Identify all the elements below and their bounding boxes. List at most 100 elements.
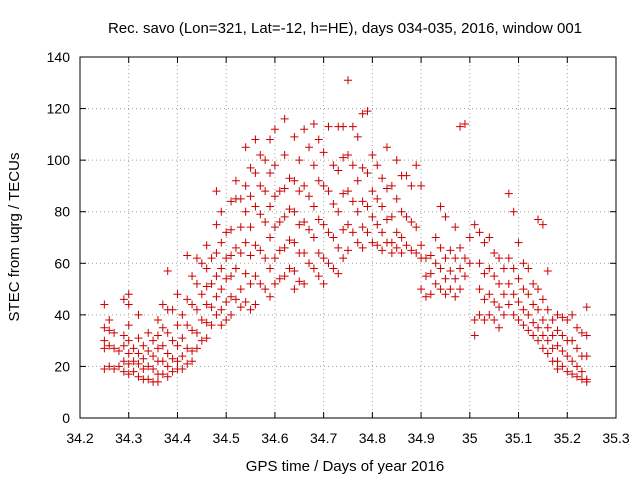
data-point (153, 331, 162, 340)
data-point (363, 228, 372, 237)
data-point (392, 156, 401, 165)
data-point (514, 316, 523, 325)
data-point (241, 143, 250, 152)
data-point (426, 269, 435, 278)
data-point (261, 254, 270, 263)
data-point (524, 290, 533, 299)
data-point (178, 334, 187, 343)
data-point (295, 277, 304, 286)
data-point (290, 267, 299, 276)
data-point (246, 279, 255, 288)
data-point (387, 238, 396, 247)
data-point (334, 166, 343, 175)
data-point (129, 344, 138, 353)
data-point (114, 346, 123, 355)
data-point (470, 316, 479, 325)
data-point (480, 295, 489, 304)
data-point (290, 238, 299, 247)
data-point (543, 323, 552, 332)
data-point (558, 362, 567, 371)
data-point (183, 251, 192, 260)
data-point (490, 297, 499, 306)
x-tick-label: 35 (462, 430, 478, 446)
data-point (553, 310, 562, 319)
data-point (270, 125, 279, 134)
data-point (514, 238, 523, 247)
data-point (519, 285, 528, 294)
data-point (334, 269, 343, 278)
data-point (368, 187, 377, 196)
data-point (407, 181, 416, 190)
data-point (217, 305, 226, 314)
data-point (266, 135, 275, 144)
data-point (212, 187, 221, 196)
data-point (236, 248, 245, 257)
data-point (183, 359, 192, 368)
data-point (100, 344, 109, 353)
data-point (480, 269, 489, 278)
data-point (168, 354, 177, 363)
data-point (300, 248, 309, 257)
data-point (519, 321, 528, 330)
data-points (100, 76, 591, 386)
data-point (446, 246, 455, 255)
data-point (314, 272, 323, 281)
data-point (178, 310, 187, 319)
data-point (227, 310, 236, 319)
data-point (144, 328, 153, 337)
data-point (178, 352, 187, 361)
data-point (363, 169, 372, 178)
data-point (124, 349, 133, 358)
data-point (202, 300, 211, 309)
data-point (183, 295, 192, 304)
data-point (163, 372, 172, 381)
data-point (212, 272, 221, 281)
data-point (319, 279, 328, 288)
data-point (100, 300, 109, 309)
data-point (319, 181, 328, 190)
data-point (241, 297, 250, 306)
data-point (300, 218, 309, 227)
x-tick-label: 35.2 (554, 430, 581, 446)
data-point (553, 326, 562, 335)
data-point (275, 274, 284, 283)
data-point (275, 187, 284, 196)
data-point (402, 241, 411, 250)
data-point (256, 181, 265, 190)
data-point (149, 336, 158, 345)
data-point (353, 238, 362, 247)
data-point (256, 279, 265, 288)
data-point (451, 292, 460, 301)
data-point (188, 346, 197, 355)
data-point (582, 377, 591, 386)
data-point (261, 285, 270, 294)
data-point (363, 107, 372, 116)
data-point (480, 316, 489, 325)
data-point (548, 316, 557, 325)
data-point (173, 341, 182, 350)
y-axis-title: STEC from uqrg / TECUs (6, 153, 23, 322)
data-point (529, 279, 538, 288)
y-tick-label: 140 (47, 49, 71, 65)
data-point (509, 290, 518, 299)
data-point (134, 349, 143, 358)
data-point (548, 344, 557, 353)
data-point (153, 316, 162, 325)
data-point (538, 295, 547, 304)
data-point (485, 290, 494, 299)
data-point (378, 246, 387, 255)
x-tick-label: 34.6 (261, 430, 288, 446)
y-tick-label: 20 (54, 358, 70, 374)
data-point (119, 367, 128, 376)
data-point (290, 285, 299, 294)
data-point (436, 243, 445, 252)
data-point (163, 362, 172, 371)
data-point (514, 297, 523, 306)
data-point (227, 292, 236, 301)
data-point (499, 264, 508, 273)
data-point (490, 316, 499, 325)
data-point (207, 279, 216, 288)
data-point (217, 238, 226, 247)
data-point (334, 243, 343, 252)
